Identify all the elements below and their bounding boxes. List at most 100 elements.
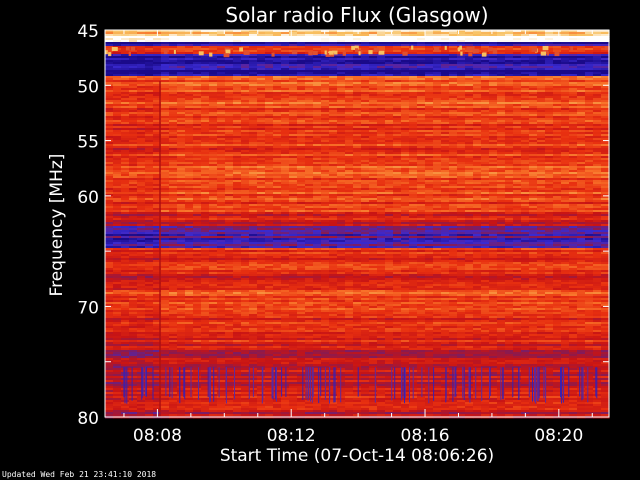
heatmap-cell [513,102,522,105]
heatmap-cell [289,132,298,135]
heatmap-cell [409,76,418,79]
heatmap-cell [233,60,242,63]
heatmap-cell [145,136,154,139]
heatmap-cell [281,138,290,141]
heatmap-cell [473,96,482,99]
heatmap-cell [265,134,274,137]
heatmap-cell [161,88,170,91]
heatmap-cell [553,138,562,141]
heatmap-cell [441,110,450,113]
heatmap-cell [337,84,346,87]
heatmap-cell [257,146,266,149]
heatmap-cell [593,36,602,39]
heatmap-cell [201,30,210,33]
heatmap-cell [505,80,514,83]
heatmap-cell [345,36,354,39]
heatmap-cell [129,134,138,137]
heatmap-cell [593,80,602,83]
heatmap-cell [313,122,322,125]
heatmap-cell [465,90,474,93]
heatmap-cell [601,120,610,123]
heatmap-cell [345,84,354,87]
heatmap-cell [521,48,530,51]
heatmap-cell [145,86,154,89]
heatmap-cell [137,132,146,135]
heatmap-cell [537,140,546,143]
heatmap-cell [121,62,130,65]
heatmap-cell [497,122,506,125]
heatmap-cell [457,84,466,87]
heatmap-cell [265,132,274,135]
heatmap-cell [505,126,514,129]
heatmap-cell [297,150,306,153]
heatmap-cell [305,48,314,51]
heatmap-cell [161,126,170,129]
heatmap-cell [257,120,266,123]
heatmap-cell [217,132,226,135]
heatmap-cell [377,136,386,139]
heatmap-cell [289,90,298,93]
heatmap-cell [121,146,130,149]
heatmap-cell [137,100,146,103]
heatmap-cell [409,146,418,149]
heatmap-cell [489,138,498,141]
heatmap-cell [473,144,482,147]
heatmap-cell [409,50,418,53]
heatmap-cell [601,130,610,133]
heatmap-cell [257,66,266,69]
heatmap-cell [297,66,306,69]
heatmap-cell [385,58,394,61]
heatmap-cell [121,132,130,135]
heatmap-cell [497,34,506,37]
heatmap-cell [513,84,522,87]
heatmap-cell [593,104,602,107]
heatmap-cell [385,54,394,57]
heatmap-cell [409,136,418,139]
heatmap-cell [337,52,346,55]
heatmap-cell [137,116,146,119]
heatmap-cell [377,54,386,57]
heatmap-cell [193,128,202,131]
heatmap-cell [393,138,402,141]
heatmap-cell [337,96,346,99]
heatmap-cell [473,114,482,117]
heatmap-cell [265,44,274,47]
heatmap-cell [281,120,290,123]
heatmap-cell [169,116,178,119]
heatmap-cell [497,70,506,73]
heatmap-cell [561,136,570,139]
heatmap-cell [169,64,178,67]
heatmap-cell [561,100,570,103]
heatmap-cell [337,42,346,45]
heatmap-cell [537,30,546,33]
heatmap-cell [257,68,266,71]
heatmap-cell [313,38,322,41]
heatmap-cell [585,92,594,95]
heatmap-cell [569,128,578,131]
heatmap-cell [369,146,378,149]
heatmap-cell [521,124,530,127]
heatmap-cell [593,96,602,99]
heatmap-cell [545,92,554,95]
heatmap-cell [281,60,290,63]
heatmap-cell [249,82,258,85]
heatmap-cell [233,54,242,57]
heatmap-cell [321,104,330,107]
heatmap-cell [201,84,210,87]
heatmap-cell [265,102,274,105]
heatmap-cell [209,138,218,141]
heatmap-cell [513,56,522,59]
heatmap-cell [201,106,210,109]
heatmap-cell [521,76,530,79]
heatmap-cell [257,30,266,33]
heatmap-cell [289,58,298,61]
heatmap-cell [553,76,562,79]
heatmap-cell [425,50,434,53]
heatmap-cell [113,120,122,123]
heatmap-cell [553,94,562,97]
heatmap-cell [169,142,178,145]
heatmap-cell [249,88,258,91]
heatmap-cell [497,114,506,117]
heatmap-cell [385,46,394,49]
heatmap-cell [369,30,378,33]
